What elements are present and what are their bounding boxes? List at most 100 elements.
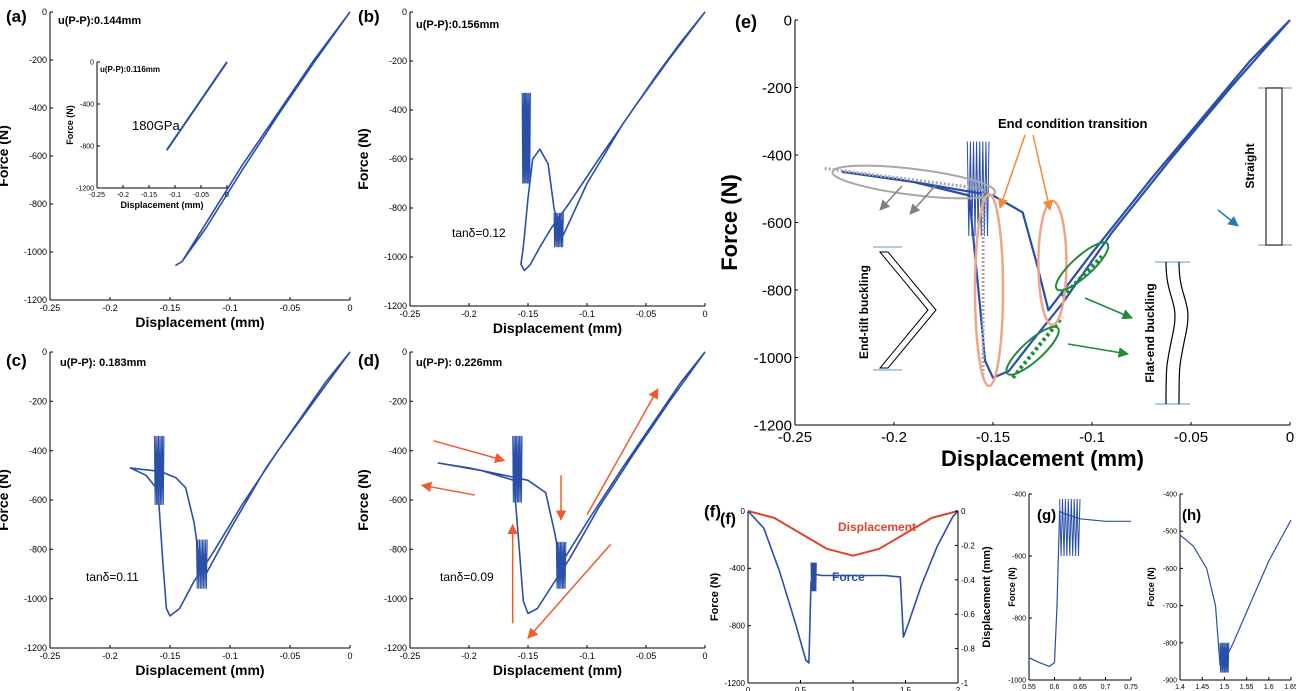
x-tick-label: 1.45 — [1195, 684, 1209, 691]
panel-label: (a) — [6, 7, 27, 26]
y-tick-label: 0 — [90, 59, 94, 66]
y-axis-label: Force (N) — [65, 105, 75, 145]
y-tick-label: -1200 — [384, 643, 407, 653]
right-axis-label: Displacement (mm) — [981, 546, 993, 648]
panel-label: (d) — [358, 351, 380, 370]
damping-label: tanδ=0.11 — [86, 570, 139, 584]
x-tick-label: 1.5 — [900, 686, 912, 691]
x-tick-label: 0.6 — [1050, 684, 1060, 691]
y-tick-label: -800 — [729, 621, 746, 630]
force-series-line — [165, 61, 228, 151]
x-tick-label: 0 — [1286, 429, 1294, 446]
displacement-series-line — [747, 510, 959, 557]
x-tick-label: -0.25 — [778, 429, 812, 446]
y-axis-label: Force (N) — [709, 573, 721, 622]
force-series-line — [1028, 510, 1131, 667]
transition-arrow — [998, 134, 1026, 209]
y-axis-label: Force (N) — [717, 174, 742, 271]
y-tick-label: -600 — [762, 215, 792, 232]
x-tick-label: 0 — [746, 686, 751, 691]
oscillation-band — [153, 435, 165, 505]
x-axis-label: Displacement (mm) — [135, 662, 264, 678]
x-tick-label: -0.25 — [40, 303, 61, 313]
y-tick-label: -1200 — [754, 417, 792, 434]
y-tick-label: -800 — [29, 199, 47, 209]
y-tick-label: 0 — [42, 347, 47, 357]
x-tick-label: 1 — [851, 686, 856, 691]
y-tick-label: 0 — [402, 347, 407, 357]
y-tick-label: -800 — [389, 203, 407, 213]
oscillation-band — [512, 435, 523, 503]
x-tick-label: -0.05 — [193, 192, 209, 199]
damping-label: tanδ=0.12 — [452, 226, 506, 240]
flat-end-schematic — [1165, 261, 1176, 405]
y-tick-label: 0 — [741, 507, 746, 516]
flat-end-ellipse — [1054, 241, 1110, 292]
y-tick-label: -600 — [389, 495, 407, 505]
x-tick-label: 0.75 — [1124, 684, 1138, 691]
y-tick-label: -1000 — [24, 247, 47, 257]
y-axis-label: Force (N) — [1007, 567, 1017, 607]
x-tick-label: 1.65 — [1284, 684, 1296, 691]
x-tick-label: -0.05 — [636, 651, 657, 661]
oscillation-band — [521, 92, 531, 184]
x-tick-label: -0.05 — [636, 309, 657, 319]
x-tick-label: -0.2 — [102, 303, 118, 313]
y-tick-label: -400 — [29, 103, 47, 113]
end-tilt-schematic — [878, 251, 937, 369]
x-tick-label: 0 — [347, 651, 352, 661]
transition-ellipse — [973, 192, 1005, 388]
direction-arrow — [433, 440, 506, 464]
y-tick-label: -400 — [29, 446, 47, 456]
y-tick-label: -400 — [389, 105, 407, 115]
y-tick-label: -400 — [762, 147, 792, 164]
flat-end-ellipse — [1005, 325, 1060, 376]
x-tick-label: 0.5 — [795, 686, 807, 691]
flat-end-arrow — [1067, 343, 1130, 358]
x-tick-label: 1.55 — [1240, 684, 1254, 691]
x-tick-label: -0.2 — [461, 309, 477, 319]
chart-panel-a: -0.25 -0.2 -0.15 -0.1 -0.05 0 -1200 -1000 -800 -6… — [0, 7, 353, 330]
amplitude-annotation: u(P-P): 0.226mm — [416, 357, 502, 369]
direction-arrow — [586, 388, 659, 516]
y-tick-label: -400 — [729, 564, 746, 573]
y-tick-label: -800 — [1012, 615, 1026, 622]
y-tick-label: -1000 — [384, 252, 407, 262]
y-tick-label: -600 — [389, 154, 407, 164]
end-tilt-trace — [824, 167, 985, 375]
modulus-label: 180GPa — [132, 118, 180, 133]
x-tick-label: 1.5 — [1220, 684, 1230, 691]
x-tick-label: -0.1 — [579, 651, 595, 661]
straight-schematic — [1265, 87, 1283, 246]
y-tick-label: -400 — [389, 446, 407, 456]
y-tick-label: 0 — [402, 7, 407, 17]
force-series-line — [747, 510, 959, 664]
panel-label: (h) — [1182, 507, 1201, 524]
y-axis-label: Force (N) — [0, 469, 11, 530]
y-axis-label: Force (N) — [1146, 567, 1156, 607]
y-tick-label: -800 — [29, 544, 47, 554]
end-tilt-ellipse — [831, 164, 997, 200]
x-tick-label: 0.55 — [1022, 684, 1036, 691]
y-tick-label: -200 — [389, 396, 407, 406]
y-tick-label: -600 — [29, 495, 47, 505]
x-tick-label: 0 — [702, 309, 707, 319]
y-tick-label: -400 — [1012, 491, 1026, 498]
x-tick-label: -0.05 — [280, 651, 301, 661]
x-axis-label: Displacement (mm) — [120, 200, 203, 210]
x-axis-label: Displacement (mm) — [941, 446, 1144, 471]
flat-end-schematic — [1178, 261, 1189, 405]
y-tick-label: -800 — [389, 544, 407, 554]
x-tick-label: -0.15 — [976, 429, 1010, 446]
x-tick-label: 0 — [225, 192, 229, 199]
transition-arrow — [1032, 134, 1054, 212]
x-tick-label: -0.2 — [881, 429, 907, 446]
x-tick-label: -0.15 — [160, 651, 181, 661]
x-tick-label: 2 — [956, 686, 961, 691]
y-tick-label: -1000 — [1008, 677, 1026, 684]
x-tick-label: -0.15 — [141, 192, 157, 199]
right-tick-label: 0 — [961, 507, 966, 516]
x-axis-label: Displacement (mm) — [493, 320, 622, 336]
y-tick-label: -1000 — [384, 594, 407, 604]
oscillation-band — [1219, 642, 1230, 673]
